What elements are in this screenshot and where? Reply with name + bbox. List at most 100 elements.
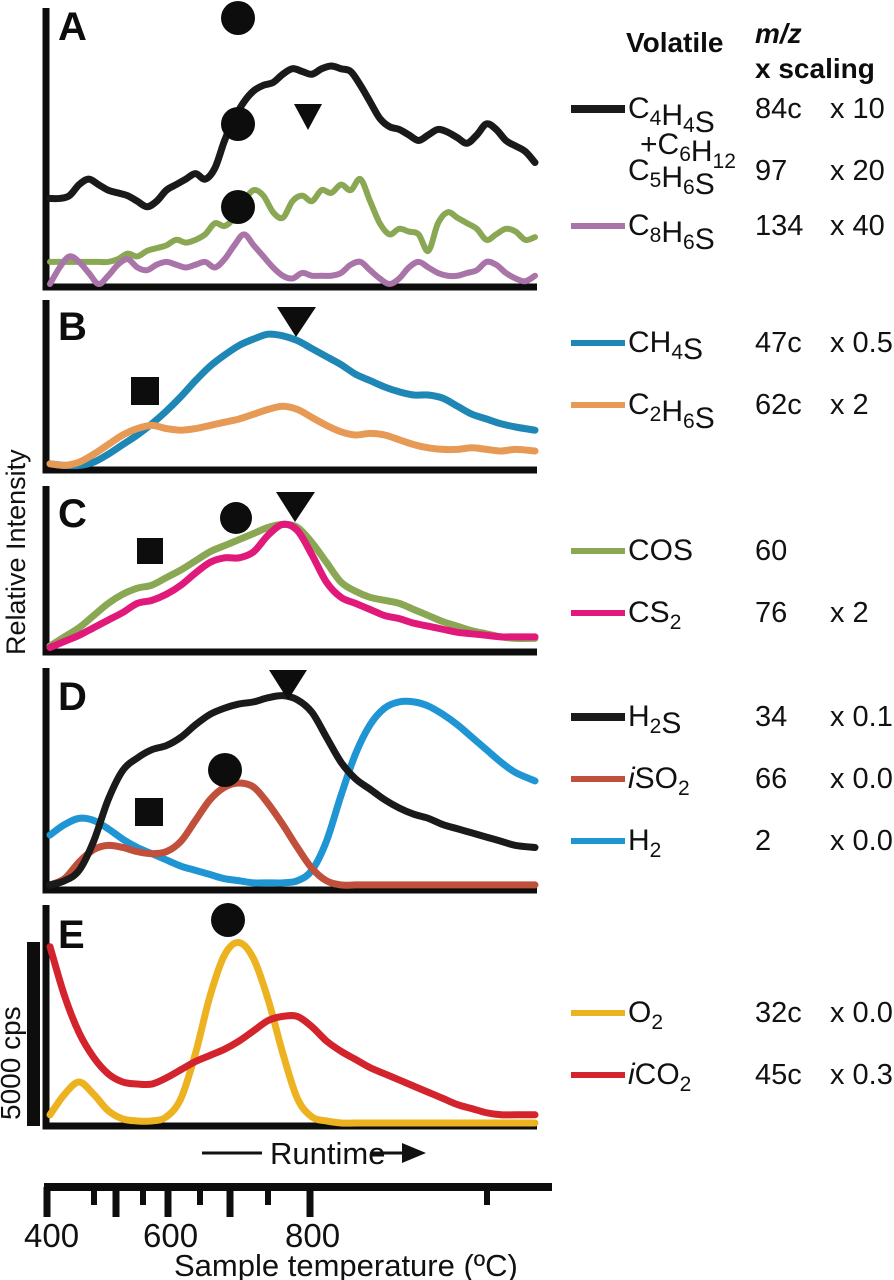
- legend-entries: C4H4S+C6H12 84c x 10 C5H6S 97 x 20 C8H6S 134 x 4…: [571, 92, 894, 1096]
- legend-species-label: C2H6S: [628, 388, 715, 435]
- legend-header-scaling: x scaling: [755, 53, 875, 84]
- legend-entry[interactable]: CH4S 47c x 0.5: [571, 326, 893, 366]
- marker-square: [137, 538, 163, 564]
- marker-circle: [221, 107, 255, 141]
- legend-mz-value: 47c: [755, 327, 802, 359]
- legend-scaling-value: x 2: [830, 389, 869, 421]
- temperature-axis: 400 600 800 Sample temperature (ºC): [24, 1183, 552, 1280]
- legend-entry[interactable]: C5H6S 97 x 20: [571, 154, 885, 201]
- legend-header-volatile: Volatile: [626, 27, 724, 58]
- panel-D: D: [42, 668, 539, 894]
- legend-mz-value: 76: [755, 597, 787, 629]
- legend-scaling-value: x 40: [830, 210, 885, 242]
- runtime-arrow-icon: [402, 1143, 426, 1163]
- panel-C-markers: [137, 492, 315, 564]
- marker-circle: [208, 753, 242, 787]
- temp-tick-label-800: 800: [285, 1217, 340, 1254]
- legend-mz-value: 62c: [755, 389, 802, 421]
- legend-entry[interactable]: COS 60: [571, 534, 787, 567]
- panel-D-axes: [42, 668, 537, 894]
- legend-mz-value: 45c: [755, 1059, 802, 1091]
- legend-species-label: C5H6S: [628, 154, 715, 201]
- marker-circle: [220, 502, 252, 534]
- legend-species-label: O2: [628, 996, 663, 1034]
- panel-A-letter: A: [58, 5, 87, 49]
- panel-E-markers: [211, 903, 245, 937]
- panel-C-letter: C: [58, 492, 87, 536]
- legend-scaling-value: x 0.01: [830, 825, 894, 857]
- panel-A: A: [42, 1, 539, 291]
- scale-bar: [27, 942, 40, 1126]
- legend-mz-value: 34: [755, 701, 787, 733]
- trace-C2H6S: [46, 402, 539, 469]
- temp-tick-label-400: 400: [24, 1217, 79, 1254]
- legend-species-label: CH4S: [628, 326, 703, 366]
- legend-entry[interactable]: C4H4S+C6H12 84c x 10: [571, 92, 885, 173]
- temp-tick-label-600: 600: [143, 1217, 198, 1254]
- panel-E-traces: [46, 939, 539, 1127]
- runtime-label: Runtime: [270, 1136, 385, 1171]
- panel-E-letter: E: [58, 913, 85, 957]
- marker-triangle: [294, 104, 322, 130]
- legend-entry[interactable]: C8H6S 134 x 40: [571, 209, 885, 256]
- panel-C-traces: [46, 520, 539, 651]
- legend-entry[interactable]: H2 2 x 0.01: [571, 824, 894, 862]
- legend-mz-value: 60: [755, 535, 787, 567]
- legend-species-label-line2: +C6H12: [640, 128, 736, 173]
- marker-circle: [221, 190, 255, 224]
- legend-entry[interactable]: O2 32c x 0.002: [571, 996, 894, 1034]
- panel-E: E 5000 cps: [0, 903, 539, 1130]
- legend-scaling-value: x 10: [830, 93, 885, 125]
- legend-entry[interactable]: H2S 34 x 0.1: [571, 700, 893, 740]
- legend-species-label: H2S: [628, 700, 681, 740]
- trace-C4H4S-C6H12: [46, 62, 539, 211]
- scale-bar-label: 5000 cps: [0, 1006, 26, 1120]
- runtime-annotation: Runtime: [202, 1136, 426, 1171]
- legend-entry[interactable]: iSO2 66 x 0.005: [571, 762, 894, 800]
- panel-D-traces: [46, 692, 539, 889]
- panel-A-traces: [46, 62, 539, 287]
- legend-species-label: CS2: [628, 596, 681, 634]
- legend-mz-value: 97: [755, 155, 787, 187]
- legend-species-label: COS: [628, 534, 693, 567]
- legend-mz-value: 134: [755, 210, 803, 242]
- trace-H2: [46, 697, 539, 887]
- legend-entry[interactable]: iCO2 45c x 0.3: [571, 1058, 893, 1096]
- legend-scaling-value: x 0.005: [830, 763, 894, 795]
- marker-square: [131, 377, 159, 405]
- y-axis-label: Relative Intensity: [1, 449, 31, 655]
- panel-B-traces: [46, 330, 539, 470]
- legend-scaling-value: x 0.002: [830, 997, 894, 1029]
- legend-scaling-value: x 0.5: [830, 327, 893, 359]
- marker-circle: [221, 1, 255, 35]
- trace-C5H6S: [47, 176, 538, 266]
- legend: Volatile m/z x scaling C4H4S+C6H12 84c x 1…: [571, 18, 894, 1096]
- panel-B-markers: [131, 307, 316, 405]
- legend-entry[interactable]: CS2 76 x 2: [571, 596, 869, 634]
- marker-triangle: [277, 307, 316, 337]
- legend-scaling-value: x 2: [830, 597, 869, 629]
- legend-scaling-value: x 0.1: [830, 701, 893, 733]
- trace-COS: [46, 520, 539, 650]
- legend-mz-value: 2: [755, 825, 771, 857]
- legend-species-label: iCO2: [628, 1058, 691, 1096]
- legend-species-label: C4H4S: [628, 92, 715, 139]
- panel-B-letter: B: [58, 305, 87, 349]
- trace-CS2: [46, 520, 539, 651]
- x-axis-title: Sample temperature (ºC): [174, 1248, 518, 1280]
- legend-scaling-value: x 20: [830, 155, 885, 187]
- trace-iCO2: [46, 943, 539, 1119]
- panel-C: C: [42, 486, 539, 656]
- trace-H2S: [46, 692, 539, 889]
- legend-header-mz: m/z: [755, 18, 802, 49]
- marker-circle: [211, 903, 245, 937]
- panel-D-markers: [135, 670, 307, 826]
- legend-entry[interactable]: C2H6S 62c x 2: [571, 388, 869, 435]
- panel-A-axes: [42, 8, 537, 291]
- panel-A-markers: [221, 1, 322, 224]
- trace-O2: [46, 939, 539, 1127]
- marker-square: [135, 798, 163, 826]
- legend-mz-value: 66: [755, 763, 787, 795]
- legend-mz-value: 84c: [755, 93, 802, 125]
